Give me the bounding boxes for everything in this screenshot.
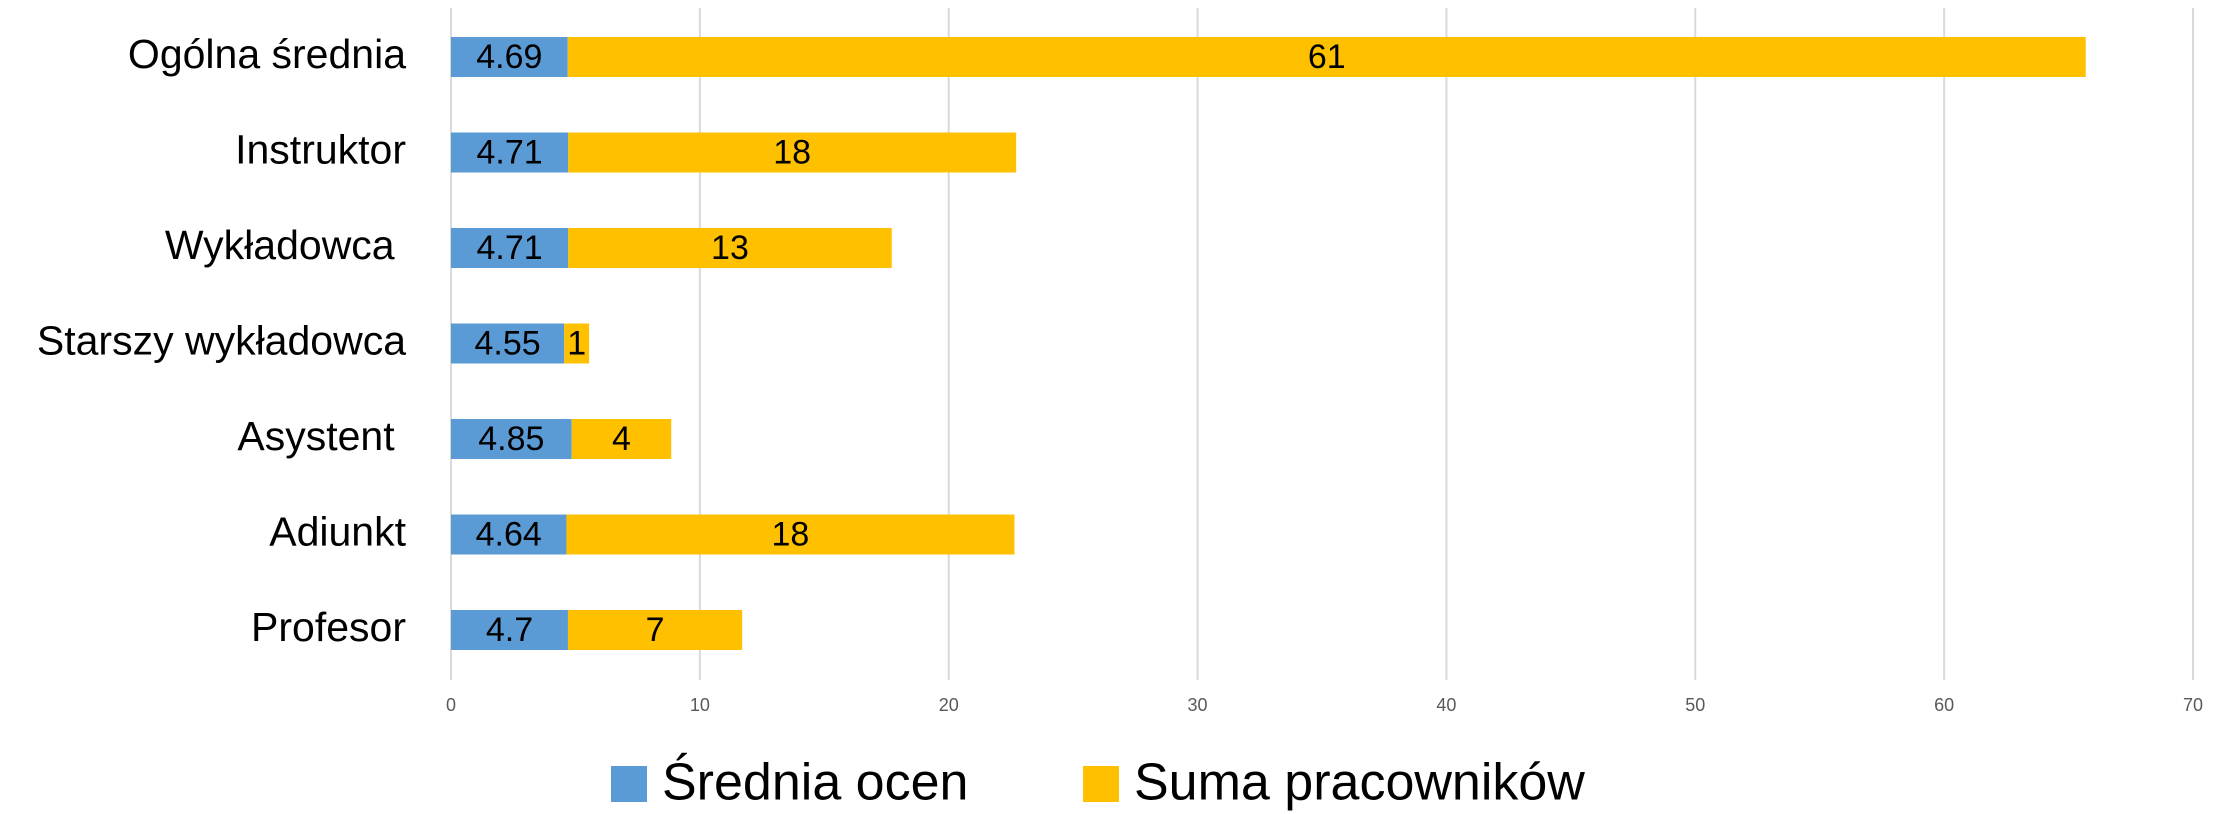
x-tick-label: 70 — [2183, 695, 2203, 715]
data-label: 4.7 — [486, 611, 533, 649]
data-label: 4.55 — [475, 324, 541, 362]
data-label: 13 — [711, 229, 749, 267]
bar-segment — [568, 132, 1017, 173]
bar-segment — [451, 132, 569, 173]
bar-segment — [451, 37, 568, 77]
x-tick-label: 10 — [690, 695, 710, 715]
legend-label: Średnia ocen — [662, 753, 968, 812]
x-tick-label: 40 — [1436, 695, 1456, 715]
bar-segment — [451, 514, 567, 555]
data-label: 4.64 — [476, 515, 542, 553]
x-tick-label: 0 — [446, 695, 456, 715]
bar-segment — [451, 228, 569, 268]
data-label: 4.71 — [477, 133, 543, 171]
bar-segment — [451, 419, 572, 459]
data-label: 18 — [772, 515, 810, 553]
bar-segment — [571, 419, 672, 459]
data-label: 61 — [1308, 38, 1346, 76]
x-tick-label: 20 — [939, 695, 959, 715]
data-label: 1 — [567, 324, 586, 362]
data-label: 18 — [773, 133, 811, 171]
category-label: Ogólna średnia — [128, 31, 406, 77]
data-label: 4 — [612, 420, 631, 458]
category-label: Instruktor — [235, 126, 406, 172]
x-tick-label: 30 — [1188, 695, 1208, 715]
data-label: 4.71 — [477, 229, 543, 267]
bar-segment — [567, 37, 2086, 77]
category-label: Wykładowca — [165, 222, 406, 268]
bar-segment — [451, 323, 565, 364]
bar-segment — [568, 228, 892, 268]
x-tick-label: 50 — [1685, 695, 1705, 715]
data-label: 4.85 — [478, 420, 544, 458]
bar-segment — [566, 514, 1015, 555]
data-label: 7 — [646, 611, 665, 649]
x-tick-label: 60 — [1934, 695, 1954, 715]
bar-segment — [564, 323, 590, 364]
legend-swatch — [611, 766, 647, 802]
bar-segment — [451, 610, 568, 650]
data-label: 4.69 — [476, 38, 542, 76]
bar-segment — [567, 610, 743, 650]
category-label: Adiunkt — [269, 508, 406, 554]
category-label: Profesor — [251, 604, 406, 650]
legend-label: Suma pracowników — [1134, 754, 1585, 812]
category-label: Starszy wykładowca — [37, 317, 406, 363]
legend-swatch — [1083, 766, 1119, 802]
category-label: Asystent — [237, 413, 406, 459]
